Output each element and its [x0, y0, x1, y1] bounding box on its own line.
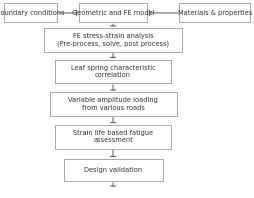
Text: Geometric and FE model: Geometric and FE model — [72, 10, 154, 16]
FancyBboxPatch shape — [55, 125, 171, 148]
Text: Design validation: Design validation — [84, 167, 142, 173]
FancyBboxPatch shape — [44, 28, 182, 52]
Text: FE stress-strain analysis
(Pre-process, solve, post process): FE stress-strain analysis (Pre-process, … — [57, 33, 169, 47]
FancyBboxPatch shape — [64, 159, 163, 181]
FancyBboxPatch shape — [55, 60, 171, 83]
Text: Variable amplitude loading
from various roads: Variable amplitude loading from various … — [68, 97, 158, 111]
FancyBboxPatch shape — [179, 3, 250, 23]
FancyBboxPatch shape — [50, 92, 177, 116]
Text: Boundary conditions: Boundary conditions — [0, 10, 65, 16]
Text: Strain life based fatigue
assessment: Strain life based fatigue assessment — [73, 130, 153, 143]
FancyBboxPatch shape — [4, 3, 57, 23]
Text: Leaf spring characteristic
correlation: Leaf spring characteristic correlation — [71, 65, 155, 78]
Text: Materials & properties: Materials & properties — [178, 10, 252, 16]
FancyBboxPatch shape — [79, 3, 147, 23]
